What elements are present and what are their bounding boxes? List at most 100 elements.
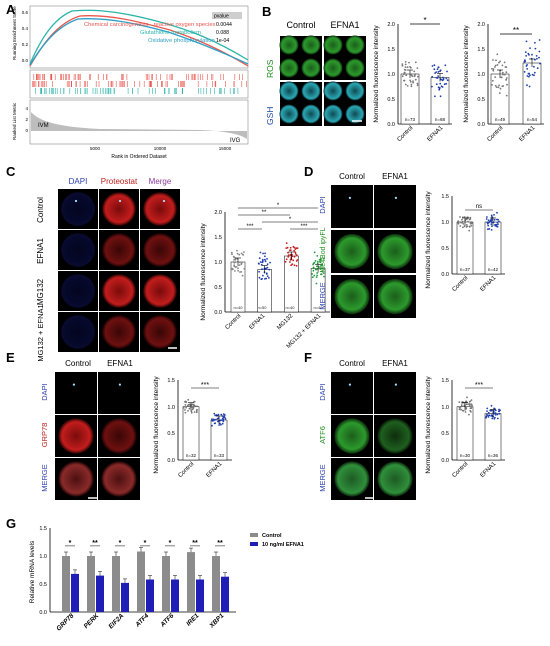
b2-dot — [497, 86, 500, 89]
g-bar-xbp1-efna1 — [221, 576, 229, 612]
g-xlabel-perk: PERK — [83, 612, 102, 631]
b2-dot — [505, 77, 508, 79]
b2-dot — [535, 55, 538, 57]
c-xlabel: Control — [224, 313, 242, 331]
b-cell — [345, 81, 365, 101]
c-oocyte — [143, 315, 177, 349]
b2-dot — [492, 69, 495, 72]
panel-g: G Relative mRNA levels 1.5 1.0 0.5 0.0 *… — [6, 516, 304, 632]
b2-dot — [506, 83, 508, 86]
gsea-ytick: 4 — [25, 106, 28, 111]
b2-ytick: 1.5 — [477, 47, 485, 53]
g-bar-perk-control — [87, 556, 95, 612]
c-dot — [289, 249, 292, 252]
f-col-label-efna1: EFNA1 — [382, 359, 408, 368]
d-dot — [486, 216, 488, 218]
c-dot — [319, 265, 322, 267]
panel-a: A Running Enrichment Score 0.6 0.4 0.2 0… — [6, 2, 249, 160]
e-row-label-grp78: GRP78 — [40, 423, 49, 448]
d-row-label-bodipy: Me4Bod ipyFL — [320, 227, 327, 272]
f-dot — [469, 400, 472, 403]
d-dot — [469, 216, 472, 219]
c-n-label: n=40 — [285, 305, 295, 310]
f-dot — [498, 410, 500, 413]
b1-dot — [404, 69, 407, 71]
f-dot — [487, 416, 490, 418]
e-micrograph — [55, 372, 97, 414]
c-oocyte — [61, 233, 95, 267]
b2-dot — [538, 56, 540, 59]
f-dot — [464, 411, 467, 413]
c-dot — [292, 259, 295, 262]
f-dot — [493, 413, 495, 415]
g-ytick: 1.0 — [39, 554, 47, 560]
gsea-right-label: IVG — [230, 138, 241, 144]
d-oocyte — [334, 278, 370, 315]
b2-dot — [498, 92, 501, 94]
b-cell — [323, 35, 343, 55]
f-dot — [498, 412, 501, 415]
b1-dot — [434, 95, 436, 98]
b2-sig: ** — [513, 26, 519, 35]
f-dot — [466, 396, 468, 399]
c-dot — [266, 266, 269, 269]
b1-dot — [410, 66, 412, 69]
d-dot — [468, 226, 471, 228]
e-dot — [192, 403, 195, 406]
c-dot — [312, 269, 315, 272]
b-cell — [279, 81, 299, 101]
gsea-legend-pvalue-2: 0.088 — [216, 30, 229, 36]
b-cell — [301, 58, 321, 78]
e-dot — [185, 401, 188, 403]
g-xlabel-atf6: ATF6 — [159, 612, 176, 629]
b1-dot — [433, 68, 436, 71]
c-dot — [319, 268, 322, 270]
d-dot — [490, 229, 493, 231]
gsea-xtick: 5000 — [90, 146, 101, 151]
f-dot — [496, 413, 499, 416]
gsea-yticks-bottom: 4 2 0 — [25, 106, 28, 133]
f-dot — [491, 417, 494, 420]
d-micrograph — [331, 185, 373, 228]
gsea-ytick: 0 — [25, 128, 28, 133]
gsea-legend-label-1: Chemical carcinogenesis - reactive oxyge… — [84, 22, 216, 28]
g-bar-ire1-control — [187, 552, 195, 612]
b-row-label-gsh: GSH — [265, 107, 275, 125]
e-xlabel-efna1: EFNA1 — [205, 461, 223, 479]
b1-dot — [442, 78, 445, 80]
g-bar-perk-efna1 — [96, 575, 104, 612]
b2-dot — [527, 72, 530, 75]
f-row-label-merge: MERGE — [318, 464, 327, 492]
b-cell — [279, 35, 299, 55]
d-dot — [462, 223, 465, 225]
f-oocyte — [334, 418, 370, 454]
b1-dot — [408, 61, 410, 64]
g-legend-swatch-efna1 — [250, 542, 258, 546]
c-dot — [316, 262, 319, 265]
c-dot — [316, 255, 319, 257]
e-dot — [190, 411, 193, 414]
c-row-label-mg132-efna1: MG132 + EFNA1 — [36, 304, 45, 361]
c-col-label-merge: Merge — [149, 177, 172, 186]
b2-dot — [528, 75, 530, 78]
c-dot — [261, 258, 264, 261]
panel-letter-f: F — [304, 350, 312, 365]
b1-dot — [437, 66, 440, 69]
c-dot — [316, 265, 318, 268]
b2-dot — [536, 67, 539, 70]
gsea-ytick: 2 — [25, 117, 28, 122]
c-col-label-dapi: DAPI — [69, 177, 88, 186]
e-dot — [192, 408, 194, 410]
b1-dot — [406, 66, 409, 69]
b2-ytick: 2.0 — [477, 22, 485, 28]
b1-dot — [401, 63, 404, 65]
e-oocyte — [101, 461, 137, 497]
f-dot — [493, 407, 495, 410]
b1-dot — [417, 75, 419, 78]
c-sig: * — [277, 203, 280, 209]
e-dot — [224, 417, 227, 420]
e-micrograph-grid — [55, 372, 140, 500]
f-dot — [458, 401, 461, 403]
c-dot — [292, 245, 295, 248]
